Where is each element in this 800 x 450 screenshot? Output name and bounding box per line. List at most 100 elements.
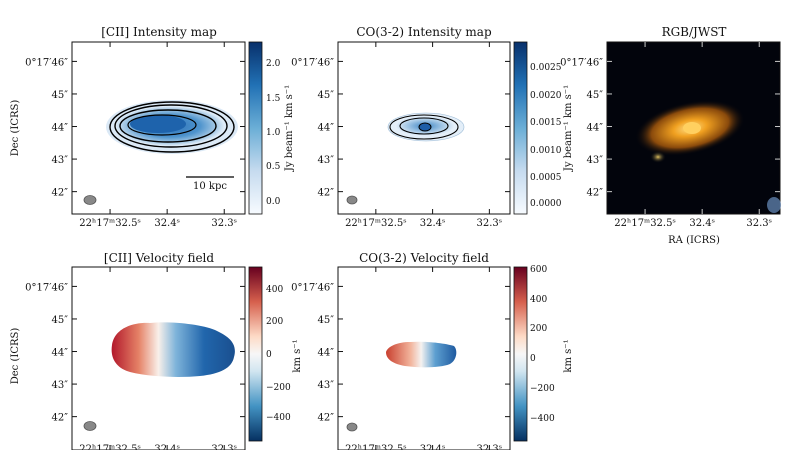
colorbar-tick-label: 0.0025 <box>530 63 562 73</box>
panel-co-velocity: CO(3-2) Velocity field 600 400 200 0 −20… <box>337 251 574 450</box>
ra-tick-label: 32.3ˢ <box>746 218 772 229</box>
colorbar-tick-label: 0.0015 <box>530 118 562 128</box>
colorbar-ticks: 400 200 0 −200 −400 <box>266 285 291 423</box>
colorbar-tick-label: 0.0 <box>266 197 281 207</box>
dec-tick-label: 45″ <box>52 90 69 101</box>
emission-core <box>130 115 186 133</box>
dec-tick-label: 43″ <box>318 155 335 166</box>
beam-ellipse <box>346 195 358 205</box>
colorbar-tick-label: 600 <box>530 265 547 275</box>
colorbar <box>248 266 263 442</box>
ra-tick-label: 22ʰ17ᵐ32.5ˢ <box>614 218 676 229</box>
dec-tick-label: 43″ <box>587 155 604 166</box>
colorbar-tick-label: 0 <box>530 354 536 364</box>
dec-tick-label: 42″ <box>318 188 335 199</box>
panel-cii-intensity: [CII] Intensity map 10 kpc 2.0 1.5 1.0 0… <box>71 25 295 215</box>
dec-tick-label: 44″ <box>52 348 69 359</box>
dec-tick-label: 44″ <box>318 123 335 134</box>
beam-ellipse <box>346 422 358 432</box>
colorbar <box>513 41 528 215</box>
dec-tick-label: 42″ <box>52 188 69 199</box>
dec-tick-label: 43″ <box>318 380 335 391</box>
dec-tick-label: 42″ <box>587 188 604 199</box>
panel-title: CO(3-2) Velocity field <box>359 251 489 265</box>
dec-tick-label: 45″ <box>587 90 604 101</box>
ra-tick-label: 22ʰ17ᵐ32.5ˢ <box>345 218 407 229</box>
dec-tick-label: 44″ <box>318 348 335 359</box>
panel-rgb-jwst: RGB/JWST RA (ICRS) <box>606 25 781 246</box>
blue-source <box>767 197 781 213</box>
colorbar-tick-label: −400 <box>530 414 555 424</box>
colorbar-tick-label: 1.5 <box>266 94 281 104</box>
galaxy-core <box>683 122 701 134</box>
colorbar-ticks: 600 400 200 0 −200 −400 <box>530 265 555 424</box>
contour-line <box>127 114 197 136</box>
colorbar-tick-label: −400 <box>266 413 291 423</box>
beam-ellipse <box>83 195 97 205</box>
ra-tick-label: 32.4ˢ <box>154 218 180 229</box>
ra-tick-label: 32.3ˢ <box>477 218 503 229</box>
contour-line <box>114 104 228 148</box>
colorbar-tick-label: 200 <box>266 317 283 327</box>
ra-tick-label: 22ʰ17ᵐ32.5ˢ <box>79 218 141 229</box>
axis-ticks: 0°17′46″ 45″ 44″ 43″ 42″ 22ʰ17ᵐ32.5ˢ 32.4ˢ 32.3… <box>25 42 780 450</box>
contour-line <box>109 101 235 153</box>
colorbar-tick-label: 0.0000 <box>530 199 562 209</box>
colorbar-tick-label: 2.0 <box>266 59 281 69</box>
dec-tick-label: 45″ <box>318 90 335 101</box>
panel-title: [CII] Intensity map <box>101 25 217 39</box>
colorbar-tick-label: 400 <box>266 285 283 295</box>
y-axis-label: Dec (ICRS) <box>10 100 21 157</box>
ra-tick-label: 32.4ˢ <box>420 218 446 229</box>
colorbar-tick-label: −200 <box>266 383 291 393</box>
ra-tick-label: 32.4ˢ <box>689 218 715 229</box>
colorbar-ticks: 2.0 1.5 1.0 0.5 0.0 <box>266 59 281 207</box>
dec-tick-label: 44″ <box>52 123 69 134</box>
scalebar-label: 10 kpc <box>193 181 227 192</box>
contour-line <box>418 122 432 132</box>
y-axis-label: Dec (ICRS) <box>10 328 21 385</box>
dec-tick-label: 44″ <box>587 123 604 134</box>
panel-co-intensity: CO(3-2) Intensity map 0.0025 0.0020 0.00… <box>337 25 574 215</box>
dec-tick-label: 43″ <box>52 380 69 391</box>
contour-line <box>399 117 449 135</box>
beam-ellipse <box>83 421 97 431</box>
companion-blob <box>650 151 666 163</box>
dec-tick-label: 45″ <box>52 315 69 326</box>
colorbar <box>248 41 263 215</box>
colorbar-ticks: 0.0025 0.0020 0.0015 0.0010 0.0005 0.000… <box>530 63 562 209</box>
panel-title: RGB/JWST <box>662 25 727 39</box>
contour-line <box>119 109 217 143</box>
colorbar-tick-label: 400 <box>530 295 547 305</box>
dec-tick-label: 43″ <box>52 155 69 166</box>
colorbar-label: Jy beam⁻¹ km s⁻¹ <box>563 85 574 172</box>
colorbar-tick-label: 0 <box>266 350 272 360</box>
colorbar-tick-label: 0.0020 <box>530 91 562 101</box>
ra-tick-label: 32.3ˢ <box>211 218 237 229</box>
contour-line <box>389 114 459 140</box>
dec-tick-label: 0°17′46″ <box>25 57 68 68</box>
colorbar-tick-label: 0.5 <box>266 162 281 172</box>
colorbar-label: Jy beam⁻¹ km s⁻¹ <box>284 85 295 172</box>
dec-tick-label: 45″ <box>318 315 335 326</box>
colorbar-tick-label: 1.0 <box>266 128 281 138</box>
dec-tick-label: 0°17′46″ <box>560 57 603 68</box>
panel-title: CO(3-2) Intensity map <box>356 25 492 39</box>
dec-tick-label: 0°17′46″ <box>291 57 334 68</box>
colorbar-tick-label: 0.0005 <box>530 173 562 183</box>
panel-cii-velocity: [CII] Velocity field 400 200 0 −200 −400… <box>71 251 303 450</box>
dec-tick-label: 0°17′46″ <box>291 282 334 293</box>
dec-tick-label: 42″ <box>52 413 69 424</box>
panel-title: [CII] Velocity field <box>104 251 214 265</box>
velocity-map <box>386 341 457 368</box>
colorbar-label: km s⁻¹ <box>563 339 574 372</box>
colorbar <box>513 266 528 442</box>
colorbar-tick-label: −200 <box>530 384 555 394</box>
colorbar-label: km s⁻¹ <box>292 339 303 372</box>
dec-tick-label: 42″ <box>318 413 335 424</box>
colorbar-tick-label: 200 <box>530 324 547 334</box>
colorbar-tick-label: 0.0010 <box>530 146 562 156</box>
x-axis-label: RA (ICRS) <box>668 235 720 246</box>
dec-tick-label: 0°17′46″ <box>25 282 68 293</box>
